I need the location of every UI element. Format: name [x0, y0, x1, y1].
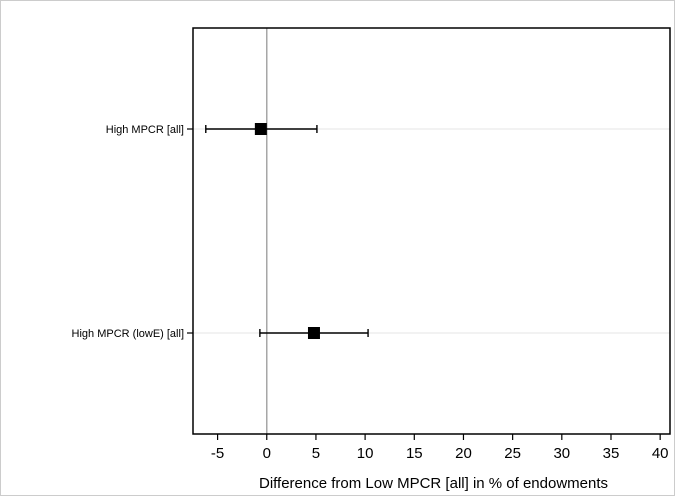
x-axis: -5 0 5 10 15 20 25 30 35 40 [211, 434, 669, 462]
x-tick-label: 20 [455, 445, 472, 462]
point-estimate-marker [307, 327, 320, 339]
y-axis: High MPCR [all] High MPCR (lowE) [all] [72, 124, 193, 340]
x-tick-label: 35 [603, 445, 620, 462]
x-tick-label: -5 [211, 445, 224, 462]
data-marks [205, 123, 369, 339]
y-category-label: High MPCR (lowE) [all] [72, 328, 184, 340]
x-tick-label: 0 [263, 445, 271, 462]
x-tick-label: 30 [553, 445, 570, 462]
point-estimate-marker [254, 123, 267, 135]
x-tick-label: 15 [406, 445, 423, 462]
x-tick-label: 10 [357, 445, 374, 462]
x-axis-label: Difference from Low MPCR [all] in % of e… [259, 475, 608, 492]
x-tick-label: 5 [312, 445, 320, 462]
y-category-label: High MPCR [all] [106, 124, 184, 136]
x-tick-label: 40 [652, 445, 669, 462]
x-tick-label: 25 [504, 445, 521, 462]
plot-frame [192, 27, 671, 435]
